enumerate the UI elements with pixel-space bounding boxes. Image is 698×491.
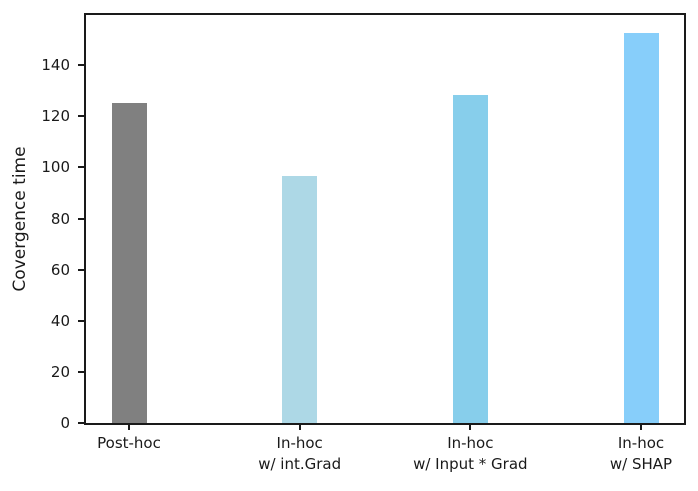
y-tick-mark [78, 217, 84, 220]
axis-spine-bottom [84, 423, 686, 425]
x-tick-label: In-hoc w/ int.Grad [200, 433, 400, 475]
x-tick-label: Post-hoc [29, 433, 229, 454]
y-tick-label: 140 [41, 56, 70, 75]
bar [282, 176, 318, 423]
axis-spine-left [84, 13, 86, 425]
x-tick-label-line: w/ SHAP [609, 455, 673, 473]
x-tick-mark [640, 425, 642, 430]
x-tick-label-line: Post-hoc [97, 434, 161, 452]
x-tick-label-line: In-hoc [617, 434, 665, 452]
y-tick-label: 0 [60, 414, 70, 432]
y-tick-mark [78, 166, 84, 169]
y-tick-mark [78, 64, 84, 67]
y-tick-mark [78, 115, 84, 118]
x-tick-label-line: w/ Input * Grad [413, 455, 528, 473]
y-tick-label: 60 [50, 260, 70, 279]
y-tick-label: 40 [50, 311, 70, 330]
x-tick-mark [128, 425, 130, 430]
y-tick-mark [78, 319, 84, 322]
x-tick-label-line: In-hoc [276, 434, 323, 452]
x-tick-label: In-hoc w/ SHAP [541, 433, 698, 475]
axis-spine-top [84, 13, 686, 15]
x-tick-mark [469, 425, 472, 430]
bar [623, 33, 659, 423]
bar [111, 103, 147, 423]
y-tick-label: 120 [41, 107, 70, 126]
y-tick-mark [78, 370, 84, 373]
x-tick-label-line: w/ int.Grad [258, 455, 342, 473]
bar [452, 94, 488, 423]
y-tick-label: 80 [50, 209, 70, 228]
y-tick-label: 100 [41, 158, 70, 177]
y-tick-mark [78, 268, 84, 271]
x-tick-label-line: In-hoc [447, 434, 494, 452]
y-tick-label: 20 [50, 362, 70, 381]
axis-spine-right [684, 13, 686, 425]
x-tick-mark [298, 425, 301, 430]
x-tick-label: In-hoc w/ Input * Grad [370, 433, 570, 475]
y-tick-mark [78, 422, 84, 424]
